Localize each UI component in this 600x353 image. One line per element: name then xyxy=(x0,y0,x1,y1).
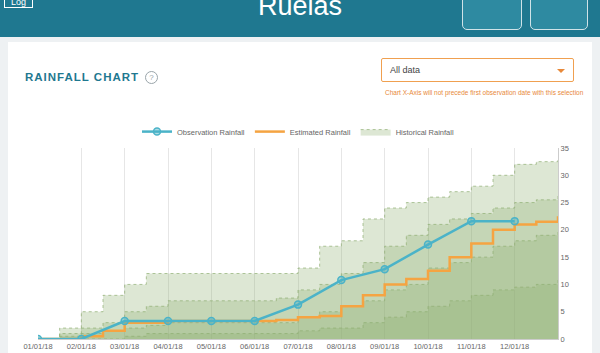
html-text:All data: All data xyxy=(390,65,420,75)
svg-text:10/01/18: 10/01/18 xyxy=(413,342,442,351)
svg-text:Estimated Rainfall: Estimated Rainfall xyxy=(290,128,351,137)
svg-text:0: 0 xyxy=(561,335,565,344)
svg-text:08/01/18: 08/01/18 xyxy=(327,342,356,351)
svg-text:02/01/18: 02/01/18 xyxy=(67,342,96,351)
svg-text:11/01/18: 11/01/18 xyxy=(457,342,486,351)
svg-text:35: 35 xyxy=(561,144,569,153)
svg-text:10: 10 xyxy=(561,280,569,289)
svg-text:05/01/18: 05/01/18 xyxy=(197,342,226,351)
svg-text:30: 30 xyxy=(561,171,569,180)
svg-text:Historical Rainfall: Historical Rainfall xyxy=(396,128,454,137)
svg-text:09/01/18: 09/01/18 xyxy=(370,342,399,351)
svg-text:20: 20 xyxy=(561,225,569,234)
svg-text:15: 15 xyxy=(561,253,569,262)
svg-text:Observation Rainfall: Observation Rainfall xyxy=(177,128,245,137)
svg-text:03/01/18: 03/01/18 xyxy=(110,342,139,351)
svg-text:25: 25 xyxy=(561,198,569,207)
svg-text:07/01/18: 07/01/18 xyxy=(283,342,312,351)
svg-text:5: 5 xyxy=(561,307,565,316)
html-text:Chart X-Axis will not precede: Chart X-Axis will not precede first obse… xyxy=(385,89,584,96)
svg-text:12/01/18: 12/01/18 xyxy=(500,342,529,351)
svg-text:01/01/18: 01/01/18 xyxy=(23,342,52,351)
svg-text:04/01/18: 04/01/18 xyxy=(153,342,182,351)
svg-text:06/01/18: 06/01/18 xyxy=(240,342,269,351)
html-text:RAINFALL CHART: RAINFALL CHART xyxy=(25,71,140,83)
